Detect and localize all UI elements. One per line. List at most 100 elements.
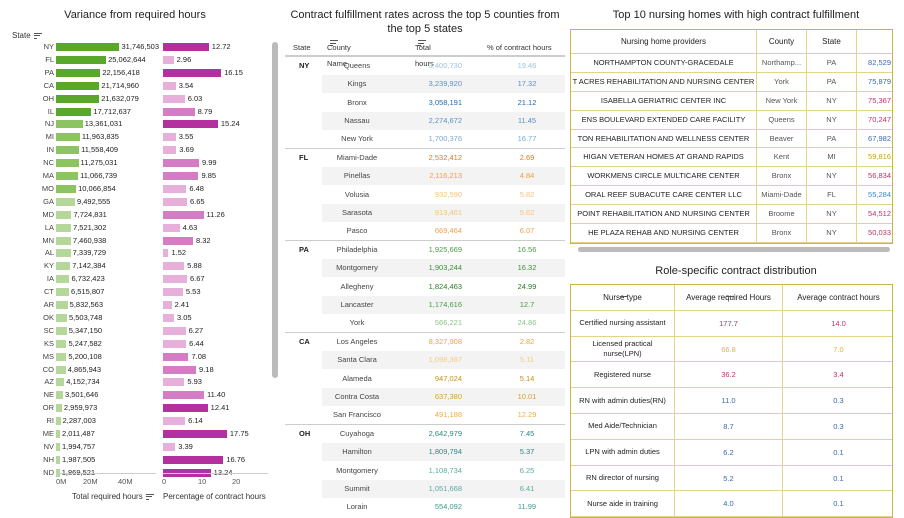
hours-bar[interactable] xyxy=(56,146,80,155)
hours-bar[interactable] xyxy=(56,120,83,129)
variance-row[interactable]: MI 11,963,835 3.55 xyxy=(0,132,282,142)
hours-bar[interactable] xyxy=(56,223,72,232)
pct-bar[interactable] xyxy=(163,120,218,129)
hours-bar[interactable] xyxy=(56,417,61,426)
county-row[interactable]: Queens 3,400,730 19.46 xyxy=(322,57,565,75)
axis1-title[interactable]: Total required hours xyxy=(72,492,154,501)
variance-row[interactable]: MD 7,724,831 11.26 xyxy=(0,210,282,220)
hours-bar[interactable] xyxy=(56,468,60,477)
hours-bar[interactable] xyxy=(56,301,68,309)
hours-bar[interactable] xyxy=(56,236,71,245)
county-row[interactable]: New York 1,700,376 16.77 xyxy=(322,130,565,148)
header-nurse-type[interactable]: Nurse type xyxy=(571,285,674,310)
hours-bar[interactable] xyxy=(56,404,62,413)
variance-row[interactable]: NJ 13,361,031 15.24 xyxy=(0,119,282,129)
variance-row[interactable]: MA 11,066,739 9.85 xyxy=(0,171,282,181)
hours-bar[interactable] xyxy=(56,68,101,77)
nursing-home-row[interactable]: HE PLAZA REHAB AND NURSING CENTER Bronx NY… xyxy=(571,224,892,243)
hours-bar[interactable] xyxy=(56,133,80,142)
hours-bar[interactable] xyxy=(56,430,61,438)
variance-row[interactable]: NC 11,275,031 9.99 xyxy=(0,158,282,168)
nursing-home-row[interactable]: NORTHAMPTON COUNTY-GRACEDALE Northamp... P… xyxy=(571,54,892,73)
variance-row[interactable]: OR 2,959,973 12.41 xyxy=(0,403,282,413)
county-row[interactable]: Miami-Dade 2,532,412 2.69 xyxy=(322,149,565,167)
variance-row[interactable]: MO 10,066,854 6.48 xyxy=(0,184,282,194)
variance-row[interactable]: ME 2,011,487 17.75 xyxy=(0,429,282,439)
variance-row[interactable]: NY 31,746,503 12.72 xyxy=(0,42,282,52)
hours-bar[interactable] xyxy=(56,210,72,219)
county-row[interactable]: Summit 1,051,668 6.41 xyxy=(322,479,565,498)
nursing-home-row[interactable]: ENS BOULEVARD EXTENDED CARE FACILITY Quee… xyxy=(571,110,892,130)
pct-bar[interactable] xyxy=(163,442,176,451)
variance-row[interactable]: PA 22,156,418 16.15 xyxy=(0,68,282,78)
pct-bar[interactable] xyxy=(163,339,187,348)
county-row[interactable]: Alameda 947,024 5.14 xyxy=(322,370,565,388)
pct-bar[interactable] xyxy=(163,146,177,155)
variance-row[interactable]: LA 7,521,302 4.63 xyxy=(0,223,282,233)
county-row[interactable]: Hamilton 1,809,794 5.37 xyxy=(322,443,565,462)
hours-bar[interactable] xyxy=(56,365,66,374)
pct-bar[interactable] xyxy=(163,236,193,245)
pct-bar[interactable] xyxy=(163,159,199,168)
nursing-home-row[interactable]: POINT REHABILITATION AND NURSING CENTER B… xyxy=(571,205,892,225)
pct-bar[interactable] xyxy=(163,68,222,77)
sort-icon[interactable] xyxy=(418,40,426,46)
hours-bar[interactable] xyxy=(56,55,107,64)
pct-bar[interactable] xyxy=(163,326,186,335)
nursing-home-row[interactable]: WORKMENS CIRCLE MULTICARE CENTER Bronx NY 5… xyxy=(571,167,892,187)
hours-bar[interactable] xyxy=(56,81,100,90)
pct-bar[interactable] xyxy=(163,81,176,90)
role-row[interactable]: Certified nursing assistant 177.7 14.0 xyxy=(571,310,892,337)
nursing-home-row[interactable]: T ACRES REHABILITATION AND NURSING CENTE… xyxy=(571,72,892,92)
hours-bar[interactable] xyxy=(56,94,100,103)
hours-bar[interactable] xyxy=(56,262,71,271)
role-row[interactable]: RN director of nursing 5.2 0.1 xyxy=(571,465,892,492)
hours-bar[interactable] xyxy=(56,391,63,400)
county-row[interactable]: Montgomery 1,108,734 6.25 xyxy=(322,462,565,480)
hours-bar[interactable] xyxy=(56,159,79,168)
state-header[interactable]: State xyxy=(12,31,42,40)
variance-row[interactable]: CT 6,515,807 5.53 xyxy=(0,287,282,297)
variance-row[interactable]: RI 2,287,003 6.14 xyxy=(0,416,282,426)
county-row[interactable]: Nassau 2,274,672 11.45 xyxy=(322,111,565,130)
nursing-home-row[interactable]: ISABELLA GERIATRIC CENTER INC New York NY 7… xyxy=(571,91,892,111)
pct-bar[interactable] xyxy=(163,249,169,258)
pct-bar[interactable] xyxy=(163,43,209,51)
variance-row[interactable]: AL 7,339,729 1.52 xyxy=(0,248,282,258)
header-avg-required[interactable]: Average required Hours xyxy=(674,285,782,310)
hours-bar[interactable] xyxy=(56,249,71,258)
variance-row[interactable]: KS 5,247,582 6.44 xyxy=(0,339,282,349)
pct-bar[interactable] xyxy=(163,197,187,206)
pct-bar[interactable] xyxy=(163,55,174,64)
county-row[interactable]: Volusia 932,590 5.82 xyxy=(322,186,565,204)
hours-bar[interactable] xyxy=(56,197,75,206)
hours-bar[interactable] xyxy=(56,313,67,322)
variance-row[interactable]: AZ 4,152,734 5.93 xyxy=(0,377,282,387)
county-row[interactable]: Kings 3,239,920 17.32 xyxy=(322,75,565,94)
role-row[interactable]: Nurse aide in training 4.0 0.1 xyxy=(571,491,892,518)
left-scrollbar[interactable] xyxy=(272,42,278,378)
county-row[interactable]: Santa Clara 1,098,367 5.11 xyxy=(322,351,565,370)
pct-bar[interactable] xyxy=(163,301,172,309)
nursing-home-row[interactable]: HIGAN VETERAN HOMES AT GRAND RAPIDS Kent M… xyxy=(571,148,892,168)
variance-row[interactable]: GA 9,492,555 6.65 xyxy=(0,197,282,207)
role-row[interactable]: Registered nurse 36.2 3.4 xyxy=(571,362,892,389)
variance-row[interactable]: SC 5,347,150 6.27 xyxy=(0,326,282,336)
county-row[interactable]: Los Angeles 8,327,908 2.82 xyxy=(322,333,565,351)
hours-bar[interactable] xyxy=(56,172,79,180)
variance-row[interactable]: CO 4,865,943 9.18 xyxy=(0,365,282,375)
county-row[interactable]: York 566,221 24.86 xyxy=(322,314,565,332)
hours-bar[interactable] xyxy=(56,339,67,348)
role-row[interactable]: LPN with admin duties 6.2 0.1 xyxy=(571,439,892,466)
county-row[interactable]: Montgomery 1,903,244 16.32 xyxy=(322,259,565,278)
pct-bar[interactable] xyxy=(163,378,185,387)
variance-row[interactable]: NH 1,987,505 16.76 xyxy=(0,455,282,465)
variance-row[interactable]: CA 21,714,960 3.54 xyxy=(0,81,282,91)
variance-row[interactable]: OH 21,632,079 6.03 xyxy=(0,94,282,104)
pct-bar[interactable] xyxy=(163,172,199,180)
county-row[interactable]: Lorain 554,092 11.99 xyxy=(322,498,565,516)
variance-row[interactable]: AR 5,832,563 2.41 xyxy=(0,300,282,310)
county-row[interactable]: Pasco 669,464 6.07 xyxy=(322,222,565,240)
pct-bar[interactable] xyxy=(163,210,204,219)
variance-row[interactable]: NV 1,994,757 3.39 xyxy=(0,442,282,452)
